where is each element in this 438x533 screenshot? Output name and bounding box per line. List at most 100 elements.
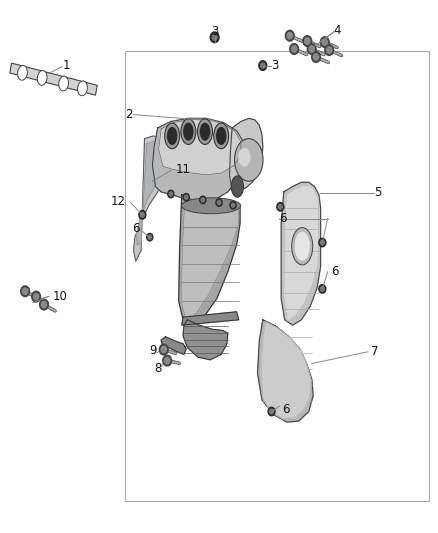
Circle shape — [168, 190, 174, 198]
Text: 3: 3 — [272, 59, 279, 72]
Ellipse shape — [18, 66, 27, 80]
Polygon shape — [159, 119, 241, 175]
Circle shape — [141, 213, 144, 217]
Polygon shape — [183, 320, 228, 360]
Polygon shape — [284, 185, 319, 321]
Text: 10: 10 — [53, 290, 67, 303]
Text: 3: 3 — [211, 26, 218, 38]
Polygon shape — [152, 118, 243, 201]
Circle shape — [270, 409, 273, 414]
Circle shape — [325, 45, 334, 55]
Text: 7: 7 — [371, 345, 379, 358]
Polygon shape — [179, 195, 240, 325]
Polygon shape — [134, 136, 164, 261]
Circle shape — [210, 32, 219, 43]
Ellipse shape — [200, 123, 210, 141]
Circle shape — [309, 46, 314, 52]
Ellipse shape — [234, 139, 263, 181]
Text: 6: 6 — [132, 222, 140, 235]
Polygon shape — [261, 322, 311, 419]
Polygon shape — [137, 141, 161, 245]
Circle shape — [286, 30, 294, 41]
Circle shape — [277, 203, 284, 211]
Ellipse shape — [78, 81, 87, 96]
Polygon shape — [230, 118, 263, 191]
Circle shape — [327, 47, 332, 53]
Ellipse shape — [238, 148, 251, 166]
Ellipse shape — [59, 76, 68, 91]
Circle shape — [290, 44, 299, 54]
Text: 11: 11 — [175, 163, 190, 176]
Circle shape — [303, 36, 312, 46]
Circle shape — [165, 358, 170, 364]
Polygon shape — [182, 312, 239, 325]
Circle shape — [184, 195, 188, 199]
Circle shape — [261, 63, 265, 68]
Ellipse shape — [181, 119, 196, 144]
Circle shape — [22, 288, 28, 294]
Ellipse shape — [231, 176, 244, 197]
Circle shape — [287, 33, 293, 39]
Circle shape — [200, 196, 206, 204]
Polygon shape — [258, 320, 313, 422]
Text: 5: 5 — [374, 187, 381, 199]
Circle shape — [161, 346, 166, 353]
Circle shape — [32, 291, 40, 302]
Circle shape — [321, 240, 324, 245]
Circle shape — [163, 356, 172, 366]
Polygon shape — [181, 197, 239, 321]
Circle shape — [322, 39, 328, 45]
Text: 4: 4 — [333, 25, 341, 37]
Circle shape — [259, 61, 267, 70]
Bar — [10, 63, 97, 95]
Text: 12: 12 — [111, 195, 126, 208]
Circle shape — [279, 205, 282, 209]
Circle shape — [307, 44, 316, 54]
Circle shape — [169, 192, 173, 196]
Circle shape — [230, 201, 236, 209]
Text: 8: 8 — [154, 362, 161, 375]
Circle shape — [147, 233, 153, 241]
Circle shape — [321, 287, 324, 291]
Circle shape — [216, 199, 222, 206]
Circle shape — [41, 301, 46, 308]
Circle shape — [305, 38, 310, 44]
Circle shape — [139, 211, 146, 219]
Circle shape — [319, 238, 326, 247]
Bar — [125, 51, 429, 501]
Circle shape — [212, 34, 217, 41]
Circle shape — [321, 37, 329, 47]
Ellipse shape — [292, 228, 313, 265]
Ellipse shape — [37, 70, 47, 85]
Text: 6: 6 — [331, 265, 339, 278]
Ellipse shape — [183, 123, 194, 141]
Text: 9: 9 — [149, 344, 157, 357]
Polygon shape — [281, 182, 321, 325]
Circle shape — [39, 299, 48, 310]
Ellipse shape — [216, 127, 226, 145]
Ellipse shape — [294, 231, 310, 261]
Ellipse shape — [167, 127, 177, 145]
Circle shape — [312, 52, 321, 62]
Text: 1: 1 — [63, 59, 71, 71]
Circle shape — [33, 293, 39, 300]
Circle shape — [314, 54, 319, 60]
Ellipse shape — [165, 123, 180, 149]
Circle shape — [21, 286, 29, 296]
Circle shape — [201, 198, 205, 202]
Text: 2: 2 — [125, 108, 133, 121]
Circle shape — [159, 344, 168, 355]
Ellipse shape — [198, 119, 212, 144]
Circle shape — [292, 46, 297, 52]
Circle shape — [217, 200, 221, 205]
Circle shape — [148, 235, 152, 239]
Ellipse shape — [214, 123, 229, 149]
Circle shape — [231, 203, 235, 207]
Circle shape — [183, 193, 189, 201]
Text: 6: 6 — [279, 212, 287, 225]
Polygon shape — [161, 337, 186, 354]
Circle shape — [268, 407, 275, 416]
Circle shape — [319, 285, 326, 293]
Text: 6: 6 — [283, 403, 290, 416]
Ellipse shape — [181, 198, 241, 214]
